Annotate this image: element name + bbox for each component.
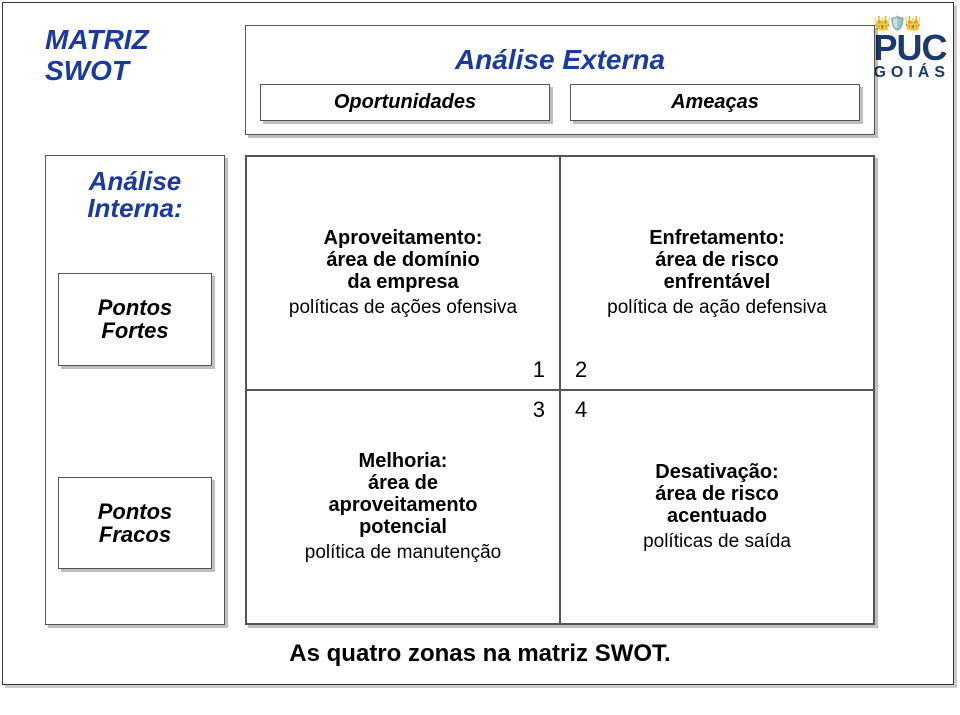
- internal-analysis-label-l1: Análise: [89, 166, 182, 196]
- cell1-note: políticas de ações ofensiva: [289, 297, 517, 319]
- cell-weaknesses-threats: Desativação: área de risco acentuado pol…: [560, 390, 874, 624]
- swot-matrix: MATRIZ SWOT Análise Externa Oportunidade…: [45, 25, 895, 135]
- cell3-number: 3: [533, 397, 545, 423]
- matrix-title: MATRIZ SWOT: [45, 25, 225, 135]
- column-header-threats: Ameaças: [570, 84, 860, 121]
- matrix-title-line1: MATRIZ: [45, 24, 149, 55]
- cell4-line3: acentuado: [667, 505, 767, 527]
- cell1-line3: da empresa: [347, 271, 458, 293]
- cell3-title: Melhoria:: [359, 450, 448, 472]
- cell4-number: 4: [575, 397, 587, 423]
- column-header-opportunities: Oportunidades: [260, 84, 550, 121]
- cell2-note: política de ação defensiva: [607, 297, 827, 319]
- row-header-strengths-l2: Fortes: [101, 318, 168, 343]
- cell-strengths-opportunities: Aproveitamento: área de domínio da empre…: [246, 156, 560, 390]
- cell1-number: 1: [533, 357, 545, 383]
- row-header-strengths: Pontos Fortes: [58, 273, 212, 365]
- cell4-title: Desativação:: [655, 461, 778, 483]
- cell-weaknesses-opportunities: Melhoria: área de aproveitamento potenci…: [246, 390, 560, 624]
- internal-analysis-label: Análise Interna:: [87, 168, 182, 223]
- cell3-line4: potencial: [359, 516, 447, 538]
- row-header-weaknesses-l1: Pontos: [98, 499, 173, 524]
- internal-analysis-header-box: Análise Interna: Pontos Fortes Pontos Fr…: [45, 155, 225, 625]
- external-analysis-label: Análise Externa: [455, 44, 665, 76]
- cell2-line3: enfrentável: [664, 271, 771, 293]
- row-header-strengths-l1: Pontos: [98, 295, 173, 320]
- cell-strengths-threats: Enfretamento: área de risco enfrentável …: [560, 156, 874, 390]
- cell1-title: Aproveitamento:: [324, 227, 483, 249]
- row-header-weaknesses: Pontos Fracos: [58, 477, 212, 569]
- cell3-line2: área de: [368, 472, 438, 494]
- matrix-cells: Aproveitamento: área de domínio da empre…: [245, 155, 875, 625]
- internal-analysis-label-l2: Interna:: [87, 193, 182, 223]
- cell2-title: Enfretamento:: [649, 227, 785, 249]
- external-analysis-header-box: Análise Externa Oportunidades Ameaças: [245, 25, 875, 135]
- cell3-note: política de manutenção: [305, 542, 501, 564]
- matrix-title-line2: SWOT: [45, 55, 129, 86]
- cell1-line2: área de domínio: [326, 249, 479, 271]
- figure-caption: As quatro zonas na matriz SWOT.: [0, 640, 960, 668]
- cell4-note: políticas de saída: [643, 531, 791, 553]
- cell3-line3: aproveitamento: [329, 494, 478, 516]
- cell4-line2: área de risco: [655, 483, 778, 505]
- row-header-weaknesses-l2: Fracos: [99, 522, 171, 547]
- cell2-number: 2: [575, 357, 587, 383]
- cell2-line2: área de risco: [655, 249, 778, 271]
